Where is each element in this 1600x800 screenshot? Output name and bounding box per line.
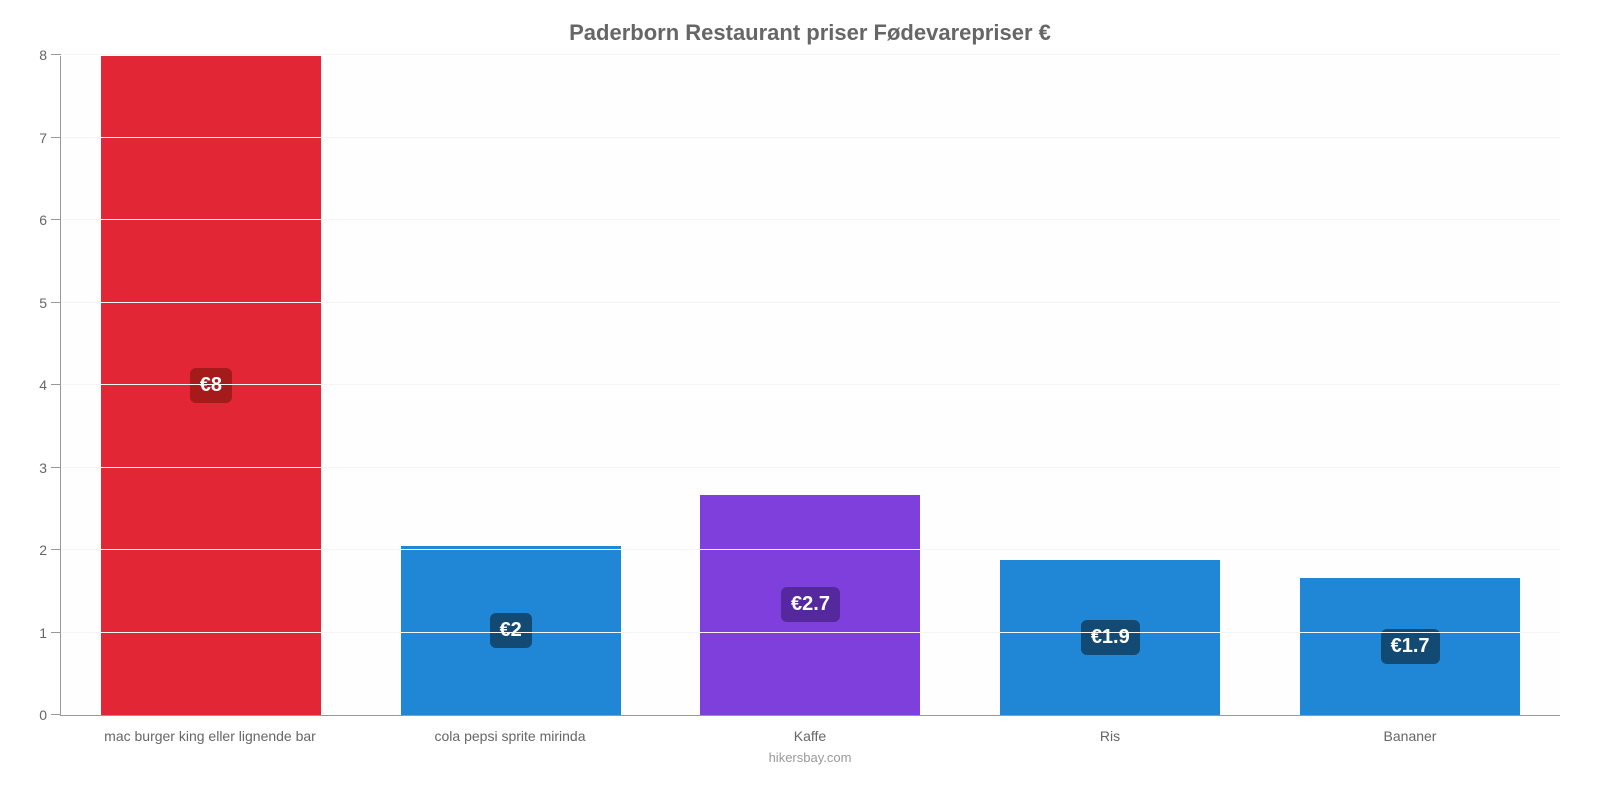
bar: €8: [101, 56, 321, 715]
gridline: [61, 54, 1560, 55]
x-axis-label: Kaffe: [660, 728, 960, 744]
bar: €1.7: [1300, 578, 1520, 715]
y-tick: [51, 467, 61, 468]
bar-slot: €2: [361, 56, 661, 715]
x-axis-label: Bananer: [1260, 728, 1560, 744]
y-tick: [51, 302, 61, 303]
x-axis-labels: mac burger king eller lignende barcola p…: [60, 728, 1560, 744]
bar-slot: €8: [61, 56, 361, 715]
chart-footer: hikersbay.com: [60, 750, 1560, 765]
gridline: [61, 467, 1560, 468]
chart-title: Paderborn Restaurant priser Fødevarepris…: [60, 20, 1560, 46]
y-tick: [51, 219, 61, 220]
bar-value-label: €2.7: [781, 587, 840, 622]
gridline: [61, 549, 1560, 550]
y-tick-label: 2: [39, 542, 47, 558]
y-tick: [51, 714, 61, 715]
bar: €2: [401, 546, 621, 715]
bar-slot: €1.7: [1260, 56, 1560, 715]
y-tick-label: 6: [39, 212, 47, 228]
y-tick-label: 7: [39, 130, 47, 146]
bar: €1.9: [1000, 560, 1220, 715]
plot-area: €8€2€2.7€1.9€1.7 012345678: [60, 56, 1560, 716]
bars-group: €8 €2 €2.7 €1.9 €1.7: [61, 56, 1560, 715]
bar: €2.7: [700, 495, 920, 715]
gridline: [61, 302, 1560, 303]
bar-value-label: €8: [190, 368, 232, 403]
gridline: [61, 137, 1560, 138]
x-axis-label: mac burger king eller lignende bar: [60, 728, 360, 744]
y-tick-label: 4: [39, 377, 47, 393]
y-tick: [51, 549, 61, 550]
y-tick-label: 0: [39, 707, 47, 723]
y-tick-label: 1: [39, 625, 47, 641]
y-tick: [51, 632, 61, 633]
y-tick-label: 3: [39, 460, 47, 476]
bar-value-label: €2: [490, 613, 532, 648]
x-axis-label: cola pepsi sprite mirinda: [360, 728, 660, 744]
bar-slot: €1.9: [960, 56, 1260, 715]
x-axis-label: Ris: [960, 728, 1260, 744]
y-tick: [51, 137, 61, 138]
bar-value-label: €1.7: [1381, 629, 1440, 664]
gridline: [61, 632, 1560, 633]
y-tick-label: 8: [39, 47, 47, 63]
bar-slot: €2.7: [661, 56, 961, 715]
y-tick: [51, 54, 61, 55]
y-tick-label: 5: [39, 295, 47, 311]
y-tick: [51, 384, 61, 385]
gridline: [61, 384, 1560, 385]
bar-value-label: €1.9: [1081, 620, 1140, 655]
chart-container: Paderborn Restaurant priser Fødevarepris…: [0, 0, 1600, 800]
gridline: [61, 219, 1560, 220]
